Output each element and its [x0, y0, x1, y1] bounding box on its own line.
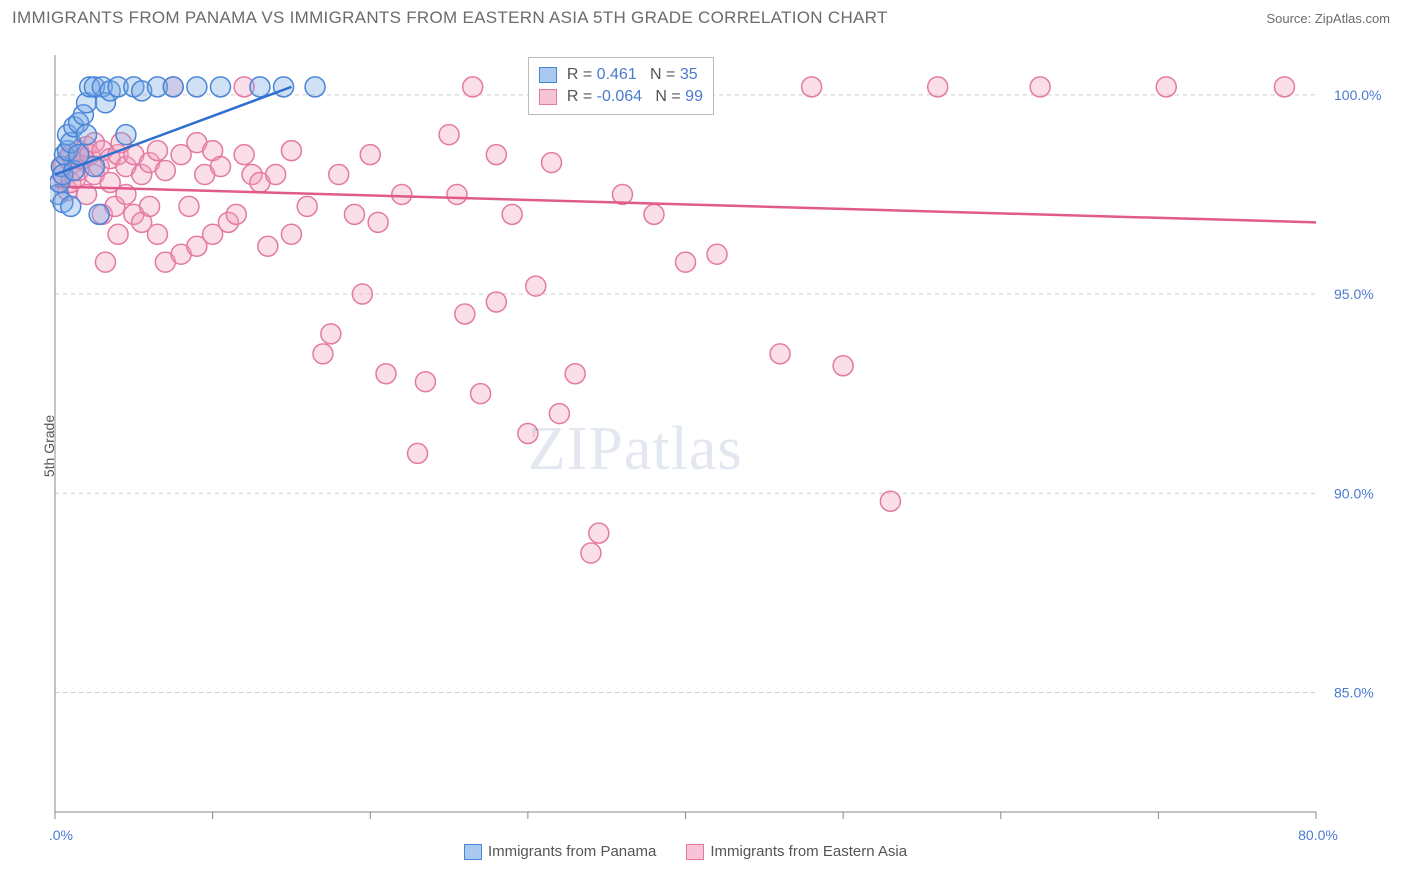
- data-point: [644, 204, 664, 224]
- legend-swatch: [464, 844, 482, 860]
- data-point: [447, 184, 467, 204]
- data-point: [833, 356, 853, 376]
- data-point: [163, 77, 183, 97]
- data-point: [471, 384, 491, 404]
- y-tick-label: 85.0%: [1334, 684, 1374, 700]
- data-point: [89, 204, 109, 224]
- correlation-row: R = -0.064 N = 99: [539, 86, 703, 108]
- data-point: [77, 125, 97, 145]
- data-point: [676, 252, 696, 272]
- scatter-chart: 85.0% 90.0% 95.0% 100.0% 0.0% 80.0%: [50, 55, 1401, 872]
- data-point: [463, 77, 483, 97]
- data-point: [313, 344, 333, 364]
- legend-label: Immigrants from Panama: [488, 843, 656, 860]
- data-point: [61, 196, 81, 216]
- data-point: [1156, 77, 1176, 97]
- data-point: [258, 236, 278, 256]
- legend-swatch: [539, 89, 557, 105]
- data-point: [226, 204, 246, 224]
- data-point: [770, 344, 790, 364]
- data-point: [376, 364, 396, 384]
- data-point: [1030, 77, 1050, 97]
- data-point: [502, 204, 522, 224]
- data-point: [518, 424, 538, 444]
- data-point: [408, 443, 428, 463]
- data-point: [542, 153, 562, 173]
- x-tick-label: 80.0%: [1298, 827, 1338, 843]
- data-point: [211, 157, 231, 177]
- data-point: [108, 224, 128, 244]
- chart-area: 85.0%90.0%95.0%100.0%0.0%80.0% ZIPatlasR…: [50, 55, 1401, 872]
- data-point: [297, 196, 317, 216]
- data-point: [140, 196, 160, 216]
- data-point: [321, 324, 341, 344]
- data-point: [147, 224, 167, 244]
- data-point: [360, 145, 380, 165]
- correlation-legend: R = 0.461 N = 35 R = -0.064 N = 99: [528, 57, 714, 115]
- legend-item: Immigrants from Eastern Asia: [686, 843, 907, 860]
- data-point: [1274, 77, 1294, 97]
- correlation-row: R = 0.461 N = 35: [539, 64, 703, 86]
- data-point: [305, 77, 325, 97]
- data-point: [549, 404, 569, 424]
- data-point: [147, 141, 167, 161]
- data-point: [211, 77, 231, 97]
- data-point: [802, 77, 822, 97]
- data-point: [526, 276, 546, 296]
- data-point: [455, 304, 475, 324]
- series-legend: Immigrants from Panama Immigrants from Ea…: [55, 843, 1316, 860]
- legend-swatch: [539, 67, 557, 83]
- data-point: [415, 372, 435, 392]
- source-label: Source: ZipAtlas.com: [1266, 11, 1390, 26]
- correlation-text: R = -0.064 N = 99: [567, 88, 703, 106]
- data-point: [439, 125, 459, 145]
- y-tick-label: 100.0%: [1334, 87, 1381, 103]
- data-point: [281, 224, 301, 244]
- data-point: [344, 204, 364, 224]
- data-point: [116, 125, 136, 145]
- legend-item: Immigrants from Panama: [464, 843, 656, 860]
- data-point: [187, 77, 207, 97]
- data-point: [234, 145, 254, 165]
- legend-swatch: [686, 844, 704, 860]
- data-point: [486, 145, 506, 165]
- data-point: [392, 184, 412, 204]
- y-tick-label: 90.0%: [1334, 485, 1374, 501]
- title-bar: IMMIGRANTS FROM PANAMA VS IMMIGRANTS FRO…: [0, 0, 1406, 36]
- data-point: [928, 77, 948, 97]
- x-tick-label: 0.0%: [50, 827, 73, 843]
- data-point: [581, 543, 601, 563]
- data-point: [352, 284, 372, 304]
- data-point: [486, 292, 506, 312]
- correlation-text: R = 0.461 N = 35: [567, 66, 698, 84]
- data-point: [589, 523, 609, 543]
- data-point: [266, 165, 286, 185]
- data-point: [179, 196, 199, 216]
- y-tick-label: 95.0%: [1334, 286, 1374, 302]
- data-point: [250, 77, 270, 97]
- data-point: [880, 491, 900, 511]
- data-point: [368, 212, 388, 232]
- data-point: [329, 165, 349, 185]
- data-point: [95, 252, 115, 272]
- chart-title: IMMIGRANTS FROM PANAMA VS IMMIGRANTS FRO…: [12, 8, 888, 28]
- data-point: [155, 161, 175, 181]
- data-point: [281, 141, 301, 161]
- data-point: [565, 364, 585, 384]
- legend-label: Immigrants from Eastern Asia: [710, 843, 907, 860]
- data-point: [707, 244, 727, 264]
